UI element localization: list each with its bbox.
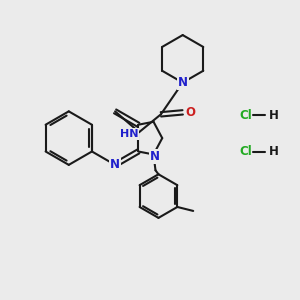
- Text: N: N: [110, 158, 120, 171]
- Text: O: O: [186, 106, 196, 119]
- Text: N: N: [149, 150, 160, 163]
- Text: Cl: Cl: [239, 146, 252, 158]
- Text: Cl: Cl: [239, 109, 252, 122]
- Text: H: H: [269, 109, 279, 122]
- Text: N: N: [178, 76, 188, 89]
- Text: HN: HN: [120, 129, 138, 139]
- Text: H: H: [269, 146, 279, 158]
